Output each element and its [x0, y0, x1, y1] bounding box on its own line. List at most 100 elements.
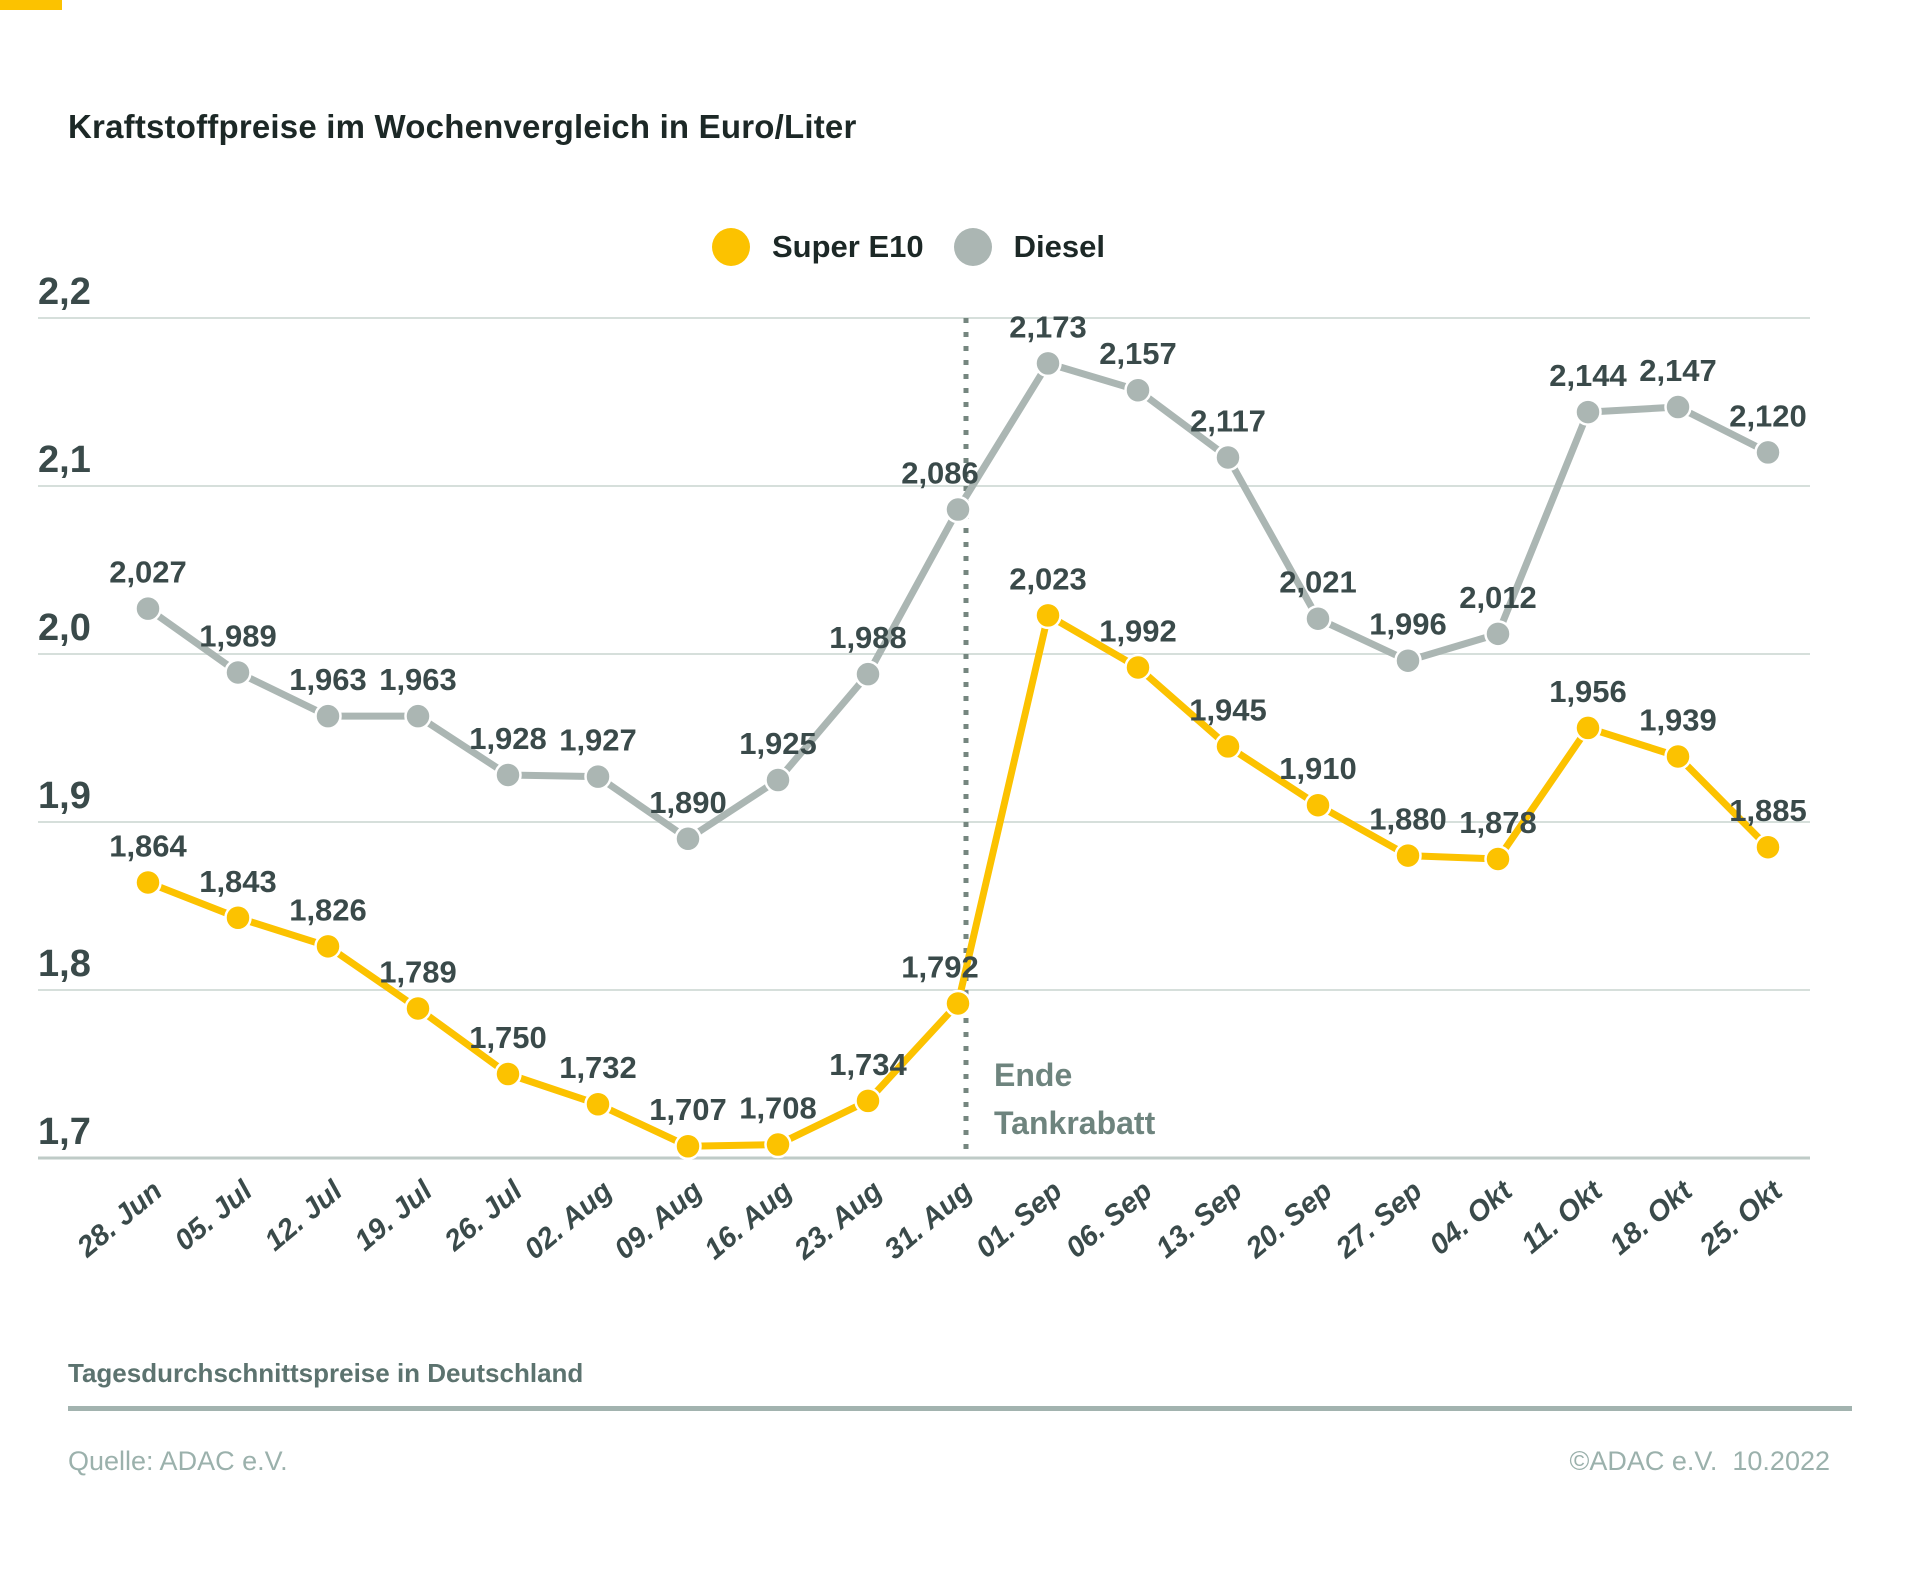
- data-point-diesel: [1574, 398, 1602, 426]
- data-point-super-e10: [1304, 791, 1332, 819]
- value-label-diesel: 1,927: [559, 723, 637, 758]
- x-tick-label: 20. Sep: [1239, 1175, 1338, 1265]
- data-point-diesel: [494, 761, 522, 789]
- value-label-diesel: 1,963: [289, 662, 367, 697]
- value-label-diesel: 2,144: [1549, 358, 1627, 393]
- value-label-super-e10: 1,789: [379, 954, 457, 989]
- annotation-tankrabatt: Tankrabatt: [994, 1105, 1156, 1141]
- x-tick-label: 27. Sep: [1329, 1175, 1428, 1265]
- data-point-super-e10: [1664, 742, 1692, 771]
- y-tick-label: 2,1: [38, 439, 91, 481]
- value-label-super-e10: 1,910: [1279, 751, 1357, 786]
- value-label-diesel: 1,989: [199, 618, 277, 653]
- data-point-super-e10: [314, 932, 342, 961]
- data-point-super-e10: [1574, 714, 1602, 742]
- data-point-diesel: [674, 825, 702, 853]
- data-point-super-e10: [1484, 845, 1512, 873]
- x-tick-label: 02. Aug: [519, 1175, 619, 1266]
- value-label-diesel: 1,996: [1369, 607, 1447, 642]
- value-label-super-e10: 1,732: [559, 1050, 637, 1085]
- data-point-super-e10: [584, 1090, 612, 1118]
- chart-legend: Super E10 Diesel: [712, 228, 1105, 266]
- x-tick-label: 23. Aug: [788, 1175, 889, 1267]
- value-label-diesel: 2,027: [109, 555, 187, 590]
- chart-subtitle: Tagesdurchschnittspreise in Deutschland: [68, 1358, 584, 1388]
- annotation-ende: Ende: [994, 1057, 1072, 1093]
- copyright-note: ©ADAC e.V. 10.2022: [1569, 1446, 1830, 1476]
- value-label-super-e10: 1,750: [469, 1020, 547, 1055]
- value-label-super-e10: 1,864: [109, 828, 187, 863]
- data-point-super-e10: [854, 1087, 882, 1115]
- x-tick-label: 01. Sep: [970, 1175, 1068, 1265]
- legend-label-super-e10: Super E10: [772, 229, 924, 264]
- data-point-diesel: [1304, 604, 1332, 633]
- data-point-diesel: [944, 495, 972, 524]
- x-tick-label: 31. Aug: [879, 1175, 979, 1266]
- value-label-diesel: 2,173: [1009, 309, 1087, 344]
- value-label-diesel: 2,120: [1729, 398, 1807, 433]
- data-point-diesel: [1754, 438, 1782, 467]
- x-tick-label: 09. Aug: [609, 1175, 709, 1266]
- data-point-diesel: [404, 702, 432, 730]
- footer-divider: [68, 1406, 1852, 1411]
- value-label-super-e10: 2,023: [1009, 561, 1087, 596]
- x-tick-label: 12. Jul: [259, 1174, 349, 1257]
- value-label-diesel: 1,890: [649, 785, 727, 820]
- x-tick-label: 19. Jul: [349, 1174, 439, 1257]
- x-tick-label: 06. Sep: [1060, 1175, 1158, 1265]
- data-point-super-e10: [224, 904, 252, 932]
- value-label-super-e10: 1,945: [1189, 692, 1267, 727]
- legend-label-diesel: Diesel: [1013, 229, 1105, 264]
- value-label-diesel: 2,086: [901, 456, 979, 491]
- x-tick-label: 25. Okt: [1693, 1174, 1789, 1262]
- x-tick-label: 04. Okt: [1424, 1174, 1520, 1262]
- value-label-diesel: 1,925: [739, 726, 817, 761]
- data-point-super-e10: [764, 1130, 792, 1159]
- value-label-diesel: 1,928: [469, 721, 547, 756]
- y-tick-label: 1,7: [38, 1111, 91, 1153]
- value-label-diesel: 2,157: [1099, 336, 1177, 371]
- value-label-diesel: 1,963: [379, 662, 457, 697]
- data-point-super-e10: [944, 989, 972, 1018]
- value-label-super-e10: 1,826: [289, 892, 367, 927]
- x-tick-label: 18. Okt: [1604, 1174, 1700, 1262]
- data-point-diesel: [584, 762, 612, 791]
- source-note: Quelle: ADAC e.V.: [68, 1446, 288, 1476]
- data-point-super-e10: [674, 1132, 702, 1160]
- data-point-diesel: [134, 594, 162, 623]
- y-tick-label: 2,0: [38, 607, 91, 649]
- data-point-super-e10: [404, 994, 432, 1023]
- y-tick-label: 1,9: [38, 775, 91, 817]
- x-tick-label: 26. Jul: [438, 1174, 529, 1258]
- data-point-diesel: [224, 658, 252, 687]
- value-label-super-e10: 1,992: [1099, 613, 1177, 648]
- data-point-super-e10: [1394, 841, 1422, 870]
- x-tick-label: 13. Sep: [1150, 1175, 1248, 1265]
- x-tick-label: 28. Jun: [71, 1175, 169, 1264]
- data-point-diesel: [1034, 349, 1062, 378]
- data-point-diesel: [1664, 393, 1692, 421]
- brand-corner-mark: [0, 0, 62, 10]
- data-point-diesel: [764, 766, 792, 794]
- legend-item-diesel: Diesel: [953, 228, 1105, 266]
- data-point-diesel: [314, 702, 342, 730]
- value-label-super-e10: 1,792: [901, 949, 979, 984]
- y-tick-label: 1,8: [38, 943, 91, 985]
- value-label-super-e10: 1,885: [1729, 793, 1807, 828]
- value-label-super-e10: 1,939: [1639, 702, 1717, 737]
- diesel-dot-icon: [953, 228, 992, 266]
- data-point-super-e10: [1214, 732, 1242, 761]
- data-point-diesel: [1394, 646, 1422, 675]
- value-label-super-e10: 1,708: [739, 1091, 817, 1126]
- data-point-super-e10: [1034, 601, 1062, 630]
- data-point-diesel: [854, 660, 882, 688]
- data-point-diesel: [1484, 620, 1512, 648]
- value-label-super-e10: 1,707: [649, 1092, 727, 1127]
- x-tick-label: 16. Aug: [699, 1175, 799, 1266]
- x-tick-label: 11. Okt: [1515, 1174, 1609, 1260]
- value-label-diesel: 2,147: [1639, 353, 1717, 388]
- x-tick-label: 05. Jul: [169, 1174, 259, 1257]
- fuel-price-line-chart: 2,22,12,01,91,81,728. Jun 05. Jul 12. Jul 1…: [38, 271, 1810, 1267]
- value-label-super-e10: 1,956: [1549, 674, 1627, 709]
